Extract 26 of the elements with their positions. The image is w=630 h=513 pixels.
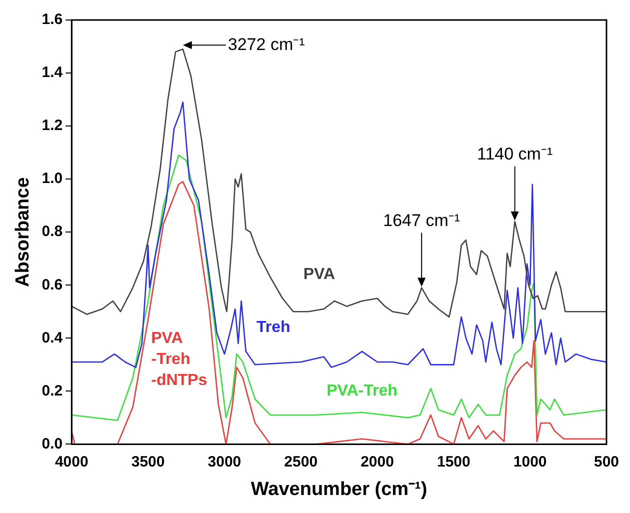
y-tick-label: 1.6 <box>42 11 63 28</box>
x-axis-title: Wavenumber (cm⁻¹) <box>250 478 428 500</box>
annotation: 3272 cm⁻¹ <box>228 34 306 54</box>
series-label: PVA <box>303 266 336 283</box>
y-tick-label: 0.0 <box>42 435 63 452</box>
annotation: 1647 cm⁻¹ <box>383 210 460 230</box>
x-tick-label: 4000 <box>54 453 88 470</box>
y-axis-title: Absorbance <box>12 177 34 288</box>
y-tick-label: 0.4 <box>42 329 64 346</box>
x-tick-label: 2500 <box>284 453 318 470</box>
x-tick-label: 1000 <box>513 453 547 470</box>
series-label: Treh <box>256 318 290 336</box>
y-tick-label: 1.2 <box>42 117 63 134</box>
annotation: 1140 cm⁻¹ <box>476 144 553 164</box>
x-tick-label: 1500 <box>436 453 470 470</box>
y-tick-label: 0.6 <box>42 276 63 294</box>
y-tick-label: 1.4 <box>42 64 64 82</box>
y-tick-label: 1.0 <box>42 170 63 188</box>
x-tick-label: 3000 <box>208 453 242 470</box>
series-label: PVA-Treh-dNTPs <box>151 330 208 389</box>
x-tick-label: 3500 <box>131 453 165 470</box>
x-tick-label: 2000 <box>360 453 394 470</box>
y-tick-label: 0.8 <box>42 223 63 240</box>
y-tick-label: 0.2 <box>42 382 63 400</box>
series-label: PVA-Treh <box>326 382 398 400</box>
x-tick-label: 500 <box>594 453 619 470</box>
